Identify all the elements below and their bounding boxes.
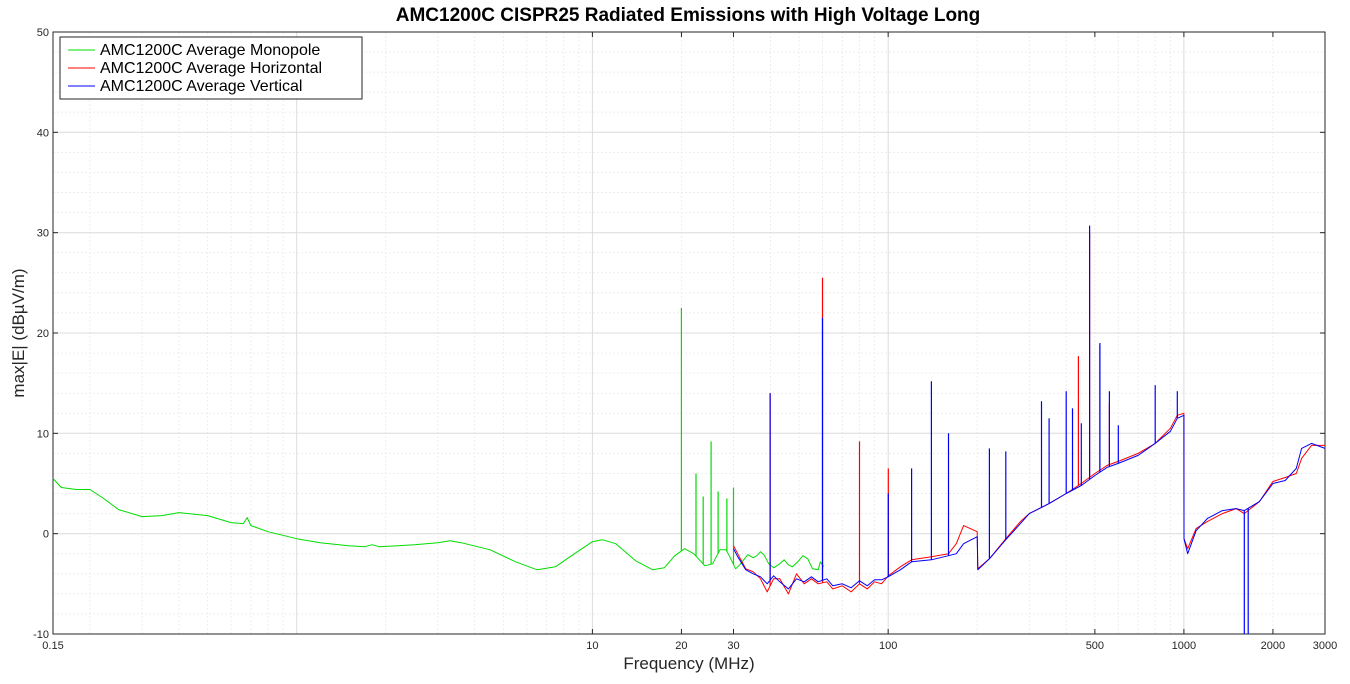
x-tick-label: 10 [586, 640, 598, 652]
x-tick-label: 0.15 [42, 640, 63, 652]
y-tick-label: 20 [37, 328, 49, 340]
y-tick-label: 30 [37, 228, 49, 240]
y-axis-title: max|E| (dBµV/m) [9, 268, 28, 397]
legend-box [59, 36, 363, 100]
series-group [733, 225, 1326, 634]
y-tick-label: 10 [37, 428, 49, 440]
legend-entry: AMC1200C Average Monopole [100, 42, 320, 59]
x-tick-label: 100 [879, 640, 897, 652]
x-tick-label: 1000 [1172, 640, 1196, 652]
y-tick-label: 0 [43, 529, 49, 541]
x-axis-title: Frequency (MHz) [623, 654, 754, 673]
x-tick-label: 3000 [1313, 640, 1337, 652]
series-line [52, 478, 825, 571]
series-line [733, 414, 1326, 590]
y-tick-label: -10 [33, 629, 49, 641]
grid [53, 32, 1325, 634]
y-tick-label: 40 [37, 127, 49, 139]
y-tick-label: 50 [37, 27, 49, 39]
legend-entry: AMC1200C Average Vertical [100, 78, 302, 95]
x-tick-label: 30 [727, 640, 739, 652]
x-tick-label: 500 [1086, 640, 1104, 652]
legend-entry: AMC1200C Average Horizontal [100, 60, 322, 77]
x-tick-label: 2000 [1261, 640, 1285, 652]
chart-title: AMC1200C CISPR25 Radiated Emissions with… [396, 5, 981, 26]
series-group [52, 307, 825, 571]
x-tick-label: 20 [675, 640, 687, 652]
ticks: -10 0 10 20 30 40 50 0.15 10 20 30 100 500 1000 2000 30… [33, 27, 1337, 652]
series-layer [52, 225, 1326, 634]
